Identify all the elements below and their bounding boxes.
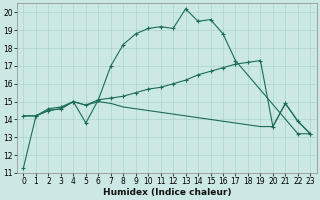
X-axis label: Humidex (Indice chaleur): Humidex (Indice chaleur) <box>103 188 231 197</box>
